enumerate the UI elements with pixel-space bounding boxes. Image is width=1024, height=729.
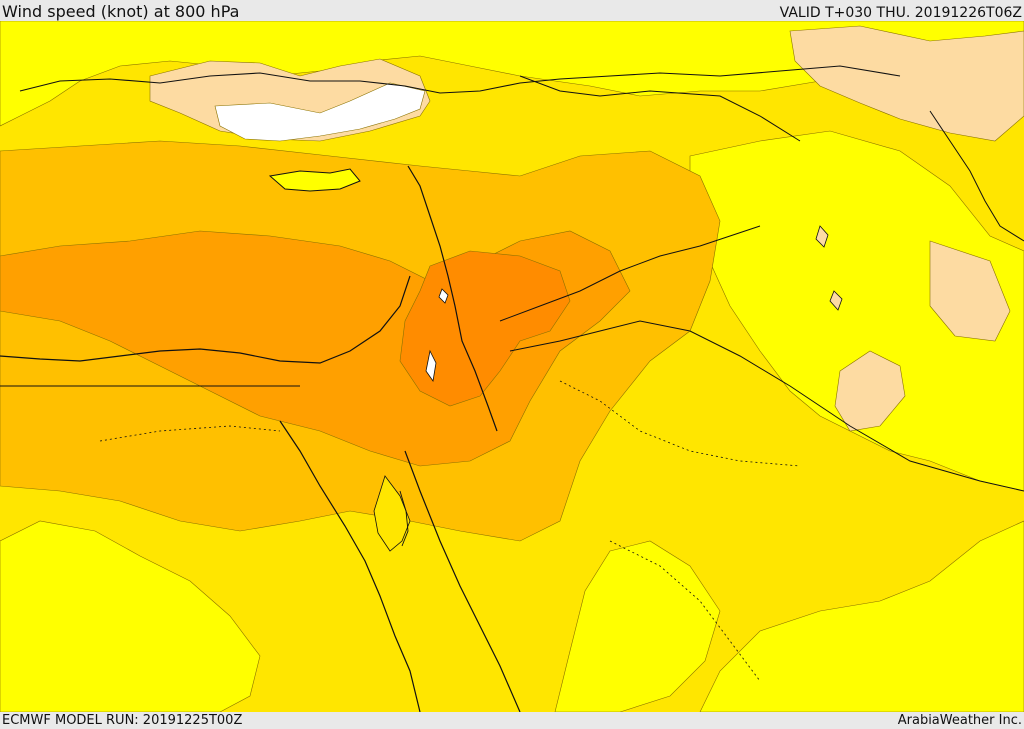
border-syria-iraq [519, 75, 801, 142]
wind-speed-contour-map [0, 21, 1024, 712]
border-dotted-interior-1 [99, 425, 281, 442]
map-title: Wind speed (knot) at 800 hPa [2, 2, 240, 21]
border-saudi-iraq [509, 320, 1024, 492]
lake-tiberias [438, 288, 449, 304]
provider-name: ArabiaWeather Inc. [897, 713, 1022, 728]
footer-bar: ECMWF MODEL RUN: 20191225T00Z ArabiaWeat… [0, 712, 1024, 729]
gulf-of-aqaba [399, 490, 409, 547]
low-wind-peach-northeast [789, 25, 1024, 142]
south-yellow-band [554, 540, 721, 712]
low-wind-white-core [214, 82, 426, 142]
southwest-yellow-band [0, 520, 261, 712]
east-yellow-band [689, 130, 1024, 492]
valid-time: VALID T+030 THU. 20191226T06Z [779, 5, 1022, 21]
coastline-cyprus [268, 168, 361, 192]
coastline-levant [407, 165, 498, 432]
border-dotted-interior-3 [609, 540, 761, 682]
coastline-north-africa [0, 275, 411, 364]
wind-speed-map [0, 21, 1024, 712]
low-wind-peach-east [929, 240, 1011, 342]
header-bar: Wind speed (knot) at 800 hPa VALID T+030… [0, 0, 1024, 21]
southeast-yellow-band [699, 520, 1024, 712]
low-wind-peach-south [834, 350, 906, 432]
sinai-peninsula [373, 475, 411, 552]
coastline-turkey [19, 65, 901, 94]
coastline-red-sea-west [279, 420, 421, 712]
dead-sea-lake [425, 349, 437, 383]
coastline-red-sea-east [404, 450, 521, 712]
model-run: ECMWF MODEL RUN: 20191225T00Z [2, 713, 243, 728]
small-lake-east [815, 225, 843, 311]
border-jordan-saudi [499, 225, 761, 322]
border-dotted-interior-2 [559, 380, 801, 467]
persian-gulf-edge [929, 110, 1024, 242]
